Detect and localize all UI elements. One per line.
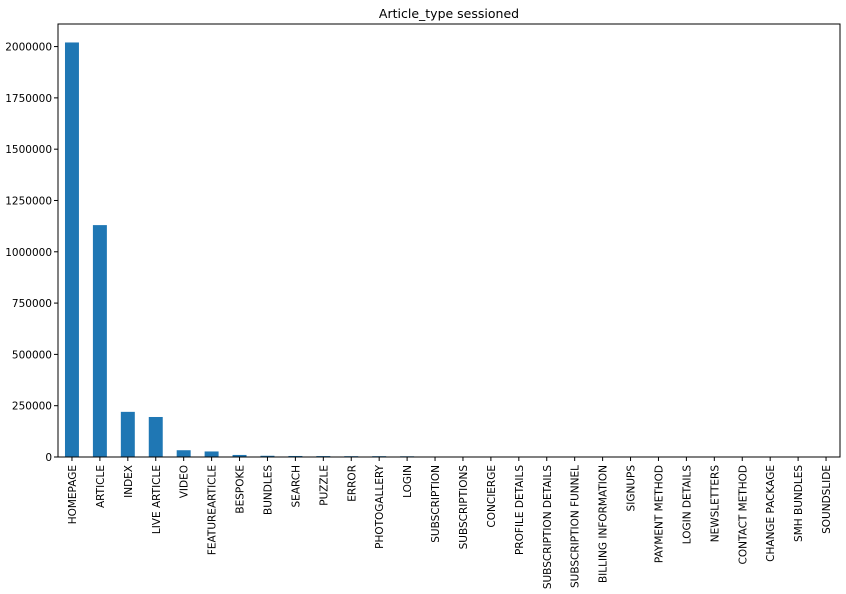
bar <box>204 451 219 457</box>
x-tick-label: SOUNDSLIDE <box>821 465 833 534</box>
x-tick-label: PHOTOGALLERY <box>374 464 386 548</box>
x-tick-label: BUNDLES <box>262 465 274 515</box>
x-tick-label: NEWSLETTERS <box>709 465 721 543</box>
x-tick-label: SIGNUPS <box>626 465 638 512</box>
y-tick-label: 2000000 <box>5 42 52 54</box>
x-tick-label: HOMEPAGE <box>67 465 79 524</box>
x-tick-label: SUBSCRIPTION <box>430 465 442 543</box>
bar <box>260 455 275 457</box>
x-tick-label: FEATUREARTICLE <box>207 465 219 555</box>
x-axis: HOMEPAGE ARTICLE INDEX LIVE ARTICLE VIDEO FEA… <box>67 457 833 589</box>
bar <box>92 225 107 457</box>
x-tick-label: SUBSCRIPTION DETAILS <box>542 465 554 590</box>
bar <box>288 455 303 457</box>
chart-title: Article_type sessioned <box>379 6 519 21</box>
x-tick-label: PAYMENT METHOD <box>653 465 665 563</box>
bar <box>64 42 79 458</box>
x-tick-label: CONCIERGE <box>486 465 498 528</box>
x-tick-label: VIDEO <box>179 465 191 498</box>
x-tick-label: SEARCH <box>290 465 302 507</box>
x-tick-label: CONTACT METHOD <box>737 465 749 564</box>
x-tick-label: LOGIN DETAILS <box>681 465 693 545</box>
bar <box>232 454 247 457</box>
x-tick-label: SUBSCRIPTIONS <box>458 465 470 550</box>
y-tick-label: 750000 <box>12 298 52 310</box>
y-axis: 0 250000 500000 750000 1000000 1250000 1500000… <box>5 42 58 464</box>
x-tick-label: LOGIN <box>402 465 414 498</box>
x-tick-label: BESPOKE <box>235 465 247 514</box>
plot-frame <box>57 23 841 458</box>
x-tick-label: PUZZLE <box>318 465 330 506</box>
bars <box>64 42 415 458</box>
x-tick-label: ERROR <box>346 465 358 502</box>
x-tick-label: LIVE ARTICLE <box>151 465 163 534</box>
x-tick-label: PROFILE DETAILS <box>514 465 526 555</box>
y-tick-label: 1500000 <box>5 144 52 156</box>
x-tick-label: ARTICLE <box>95 465 107 508</box>
y-tick-label: 500000 <box>12 349 52 361</box>
bar <box>176 450 191 457</box>
y-tick-label: 250000 <box>12 401 52 413</box>
bar <box>148 416 163 457</box>
bar <box>120 411 135 457</box>
x-tick-label: SMH BUNDLES <box>793 465 805 542</box>
y-tick-label: 1750000 <box>5 93 52 105</box>
x-tick-label: SUBSCRIPTION FUNNEL <box>570 465 582 588</box>
x-tick-label: INDEX <box>123 465 135 498</box>
y-tick-label: 0 <box>45 452 52 464</box>
y-tick-label: 1250000 <box>5 195 52 207</box>
x-tick-label: BILLING INFORMATION <box>598 465 610 583</box>
y-tick-label: 1000000 <box>5 247 52 259</box>
x-tick-label: CHANGE PACKAGE <box>765 465 777 562</box>
